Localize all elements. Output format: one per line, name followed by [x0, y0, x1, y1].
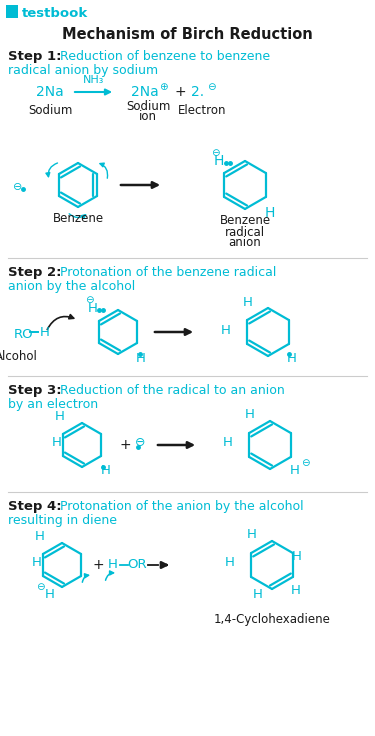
Text: 1,4-Cyclohexadiene: 1,4-Cyclohexadiene	[214, 614, 330, 626]
Text: H: H	[253, 589, 263, 601]
Text: H: H	[55, 411, 65, 423]
Text: Benzene: Benzene	[219, 214, 271, 227]
Text: H: H	[245, 408, 255, 422]
Text: H: H	[243, 295, 253, 308]
Text: H: H	[214, 154, 224, 168]
Text: +: +	[119, 438, 131, 452]
Text: H: H	[287, 352, 297, 364]
Text: H: H	[225, 556, 235, 570]
Text: H: H	[265, 206, 275, 220]
Text: anion: anion	[229, 236, 261, 250]
Text: Reduction of the radical to an anion: Reduction of the radical to an anion	[60, 384, 285, 397]
Text: Step 1:: Step 1:	[8, 50, 62, 63]
Text: Alcohol: Alcohol	[0, 350, 38, 363]
Text: Reduction of benzene to benzene: Reduction of benzene to benzene	[60, 50, 270, 63]
Text: H: H	[108, 559, 118, 571]
Text: H: H	[52, 436, 62, 450]
Text: anion by the alcohol: anion by the alcohol	[8, 280, 135, 293]
Text: Sodium: Sodium	[126, 99, 170, 113]
FancyBboxPatch shape	[6, 5, 18, 18]
Text: 2Na: 2Na	[131, 85, 159, 99]
Text: H: H	[32, 556, 42, 570]
Text: ⊕: ⊕	[159, 82, 167, 92]
Text: Step 4:: Step 4:	[8, 500, 62, 513]
Text: +: +	[92, 558, 104, 572]
Text: radical anion by sodium: radical anion by sodium	[8, 64, 158, 77]
Text: Step 3:: Step 3:	[8, 384, 62, 397]
Text: Protonation of the benzene radical: Protonation of the benzene radical	[60, 266, 276, 279]
Text: H: H	[88, 302, 98, 314]
Text: H: H	[292, 551, 302, 564]
Text: H: H	[223, 436, 233, 450]
Text: resulting in diene: resulting in diene	[8, 514, 117, 527]
Text: H: H	[40, 325, 50, 339]
Text: H: H	[45, 589, 55, 601]
Text: Electron: Electron	[178, 104, 226, 116]
Text: ⊖: ⊖	[301, 458, 309, 468]
Text: H: H	[101, 464, 111, 478]
Text: radical: radical	[225, 225, 265, 238]
Text: ⊖: ⊖	[135, 436, 145, 448]
Text: 2.: 2.	[191, 85, 205, 99]
Text: by an electron: by an electron	[8, 398, 98, 411]
Text: H: H	[247, 528, 257, 542]
Text: H: H	[290, 464, 300, 476]
Text: OR: OR	[127, 559, 147, 571]
Text: H: H	[291, 584, 301, 598]
Text: Sodium: Sodium	[28, 104, 72, 116]
Text: ion: ion	[139, 110, 157, 122]
Text: ⊖: ⊖	[211, 148, 219, 158]
Text: H: H	[221, 324, 231, 336]
Text: Benzene: Benzene	[53, 213, 104, 225]
Text: H: H	[136, 352, 146, 364]
Text: NH₃: NH₃	[83, 75, 105, 85]
Text: H: H	[35, 531, 45, 543]
Text: testbook: testbook	[22, 7, 88, 20]
Text: ⊖: ⊖	[85, 295, 93, 305]
Text: ⊖: ⊖	[207, 82, 215, 92]
Text: ⊖: ⊖	[13, 182, 22, 192]
Text: Protonation of the anion by the alcohol: Protonation of the anion by the alcohol	[60, 500, 304, 513]
Text: Step 2:: Step 2:	[8, 266, 62, 279]
Text: RO: RO	[14, 328, 34, 341]
Text: ⊖: ⊖	[36, 582, 44, 592]
Text: Mechanism of Birch Reduction: Mechanism of Birch Reduction	[62, 27, 313, 42]
Text: +: +	[174, 85, 186, 99]
Text: 2Na: 2Na	[36, 85, 64, 99]
